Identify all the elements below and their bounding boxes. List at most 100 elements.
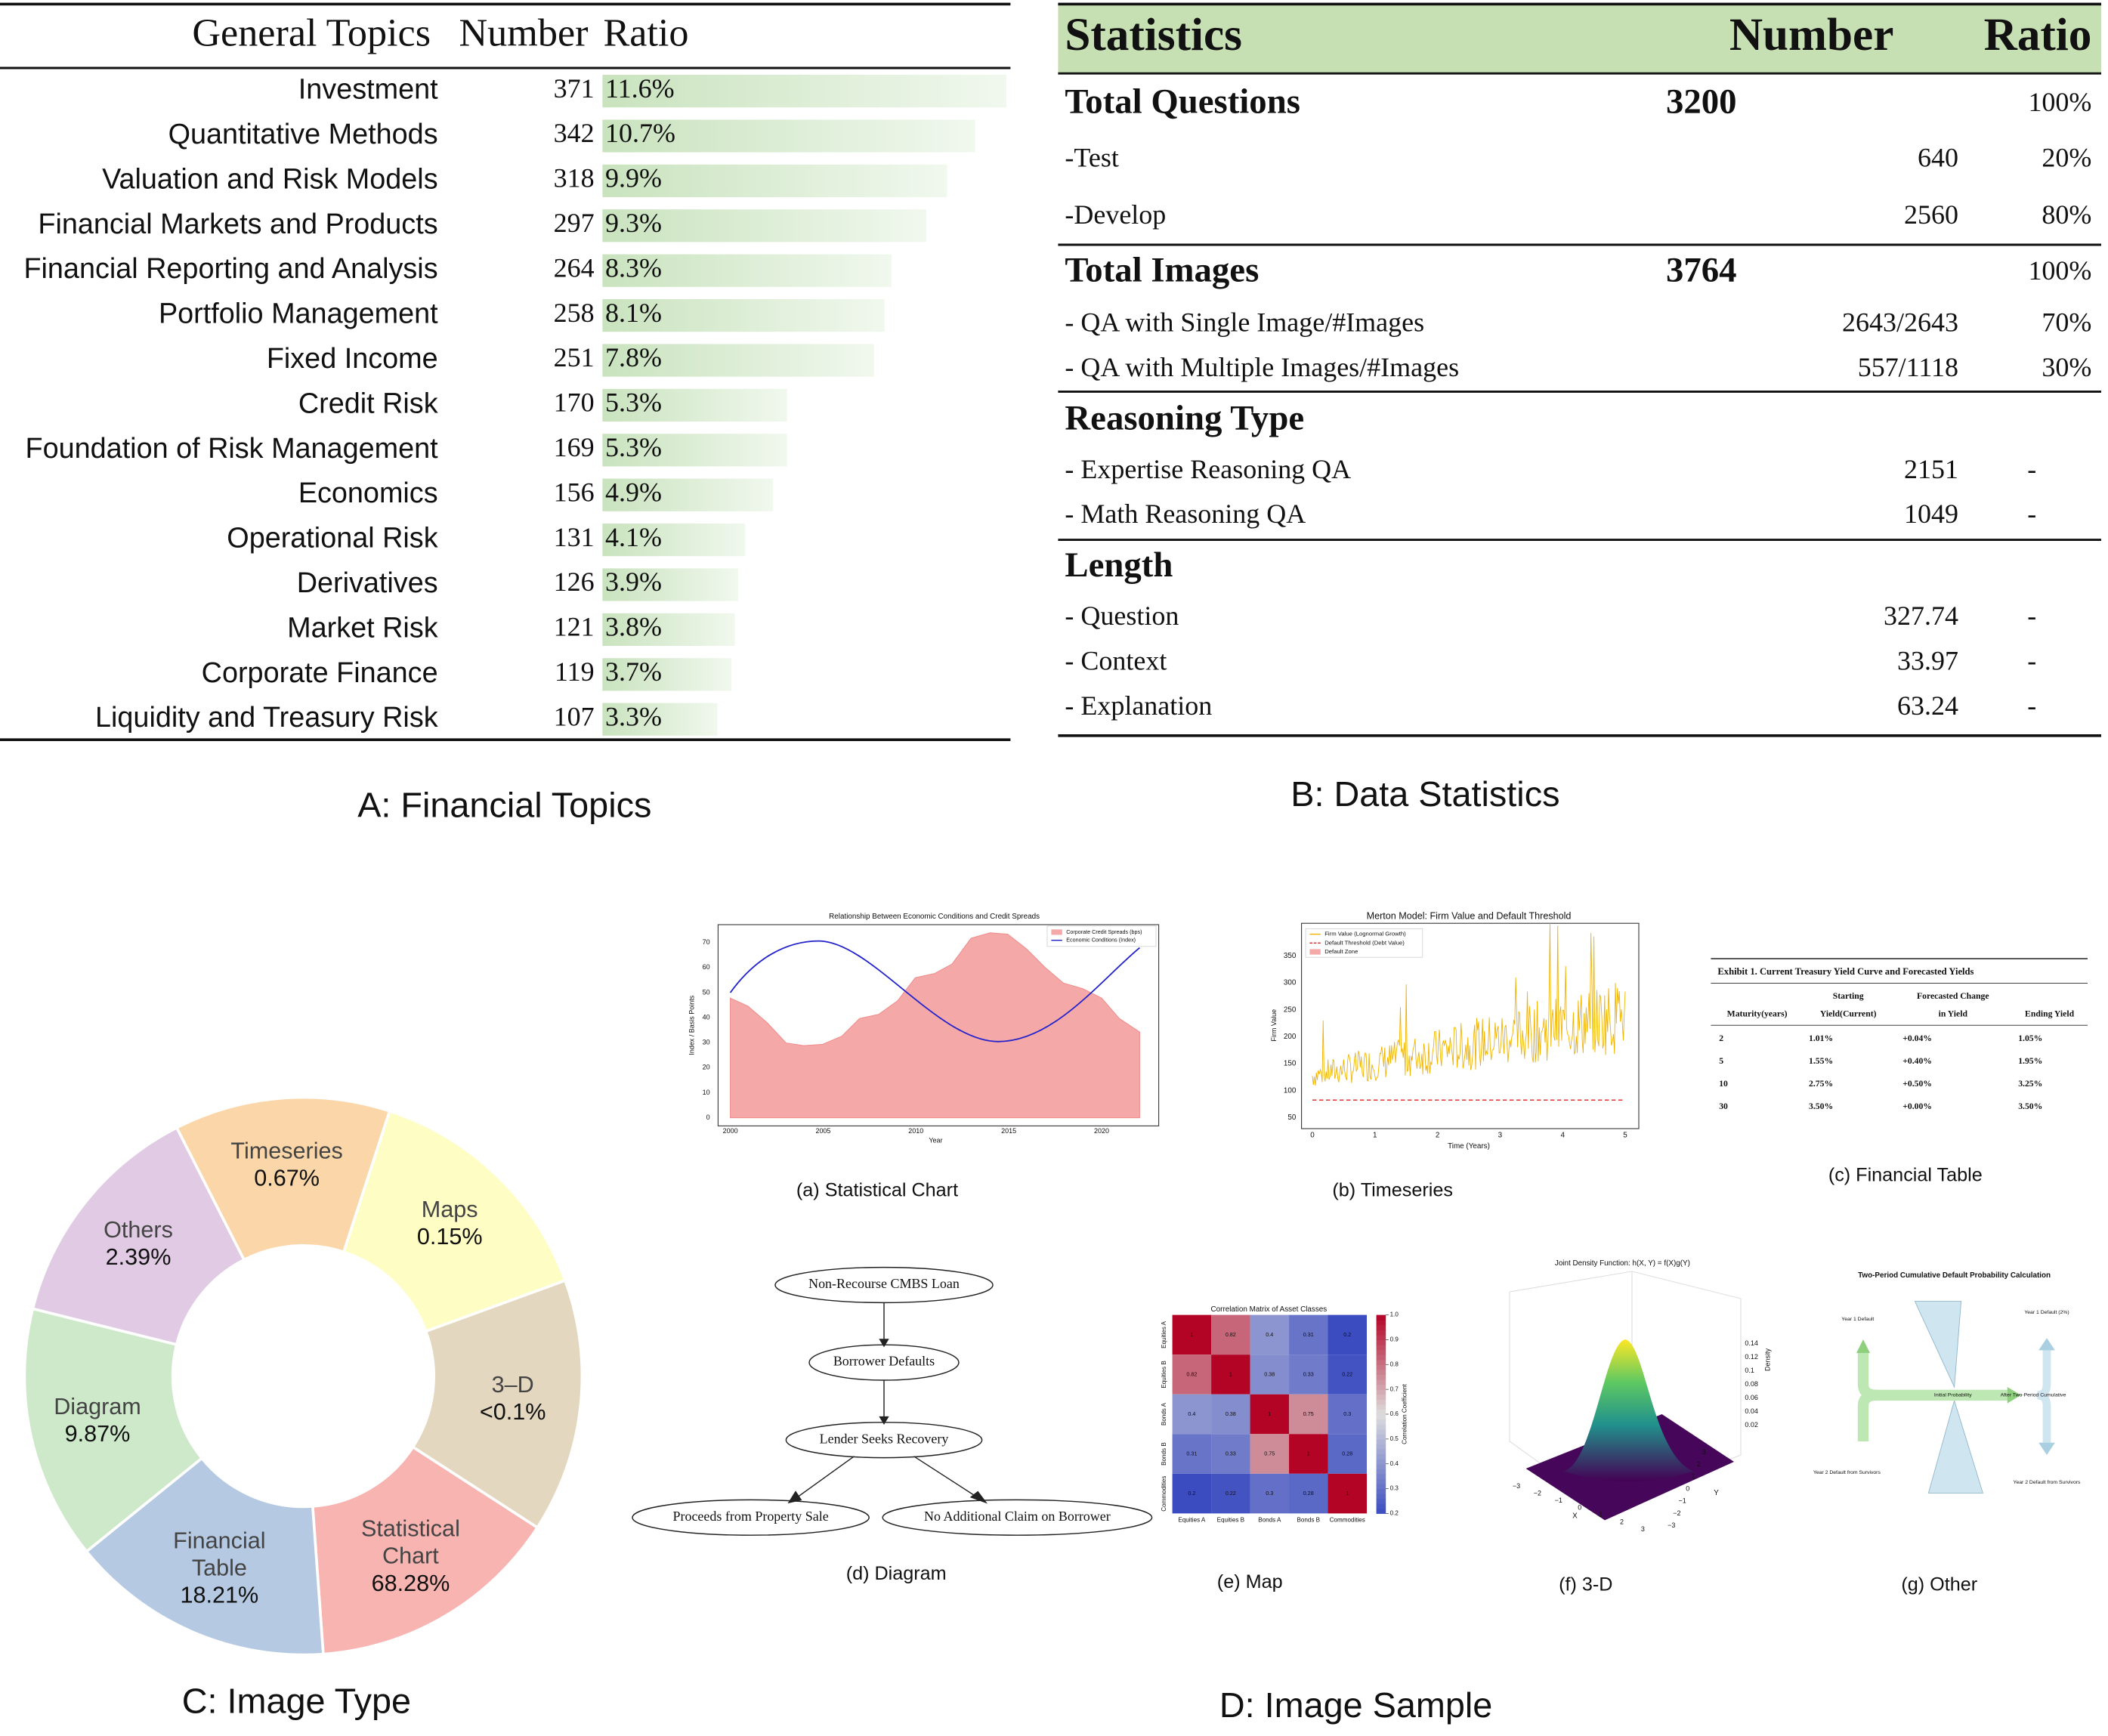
colorbar-segment: [1376, 1419, 1386, 1425]
topic-number: 297: [554, 208, 595, 238]
colorbar-segment: [1376, 1469, 1386, 1475]
colorbar-segment: [1376, 1473, 1386, 1479]
slice-percent: 18.21%: [181, 1583, 259, 1608]
topic-number: 251: [554, 342, 595, 372]
cell-label: 1: [1307, 1450, 1310, 1456]
section-ratio: 100%: [2028, 255, 2091, 286]
ratio-label: 3.7%: [605, 656, 662, 687]
tick-label: 0.14: [1745, 1339, 1758, 1347]
tick-label: 0.04: [1745, 1407, 1758, 1415]
slice-label-line: 3–D: [492, 1372, 534, 1398]
ratio-label: 10.7%: [605, 118, 675, 148]
tick-label: 1: [1599, 1511, 1603, 1518]
node-shape: [882, 1499, 1153, 1536]
ratio-label: 3.3%: [605, 701, 662, 731]
ratio-label: 4.1%: [605, 522, 662, 552]
row-label: - Math Reasoning QA: [1065, 499, 1306, 529]
topic-label: Credit Risk: [298, 388, 438, 419]
heatmap-cell: [1211, 1473, 1250, 1514]
legend-label: Economic Conditions (Index): [1066, 937, 1136, 944]
topic-label: Liquidity and Treasury Risk: [95, 702, 438, 734]
ratio-bar: [602, 74, 1006, 108]
y-tick-label: Commodities: [1161, 1476, 1167, 1512]
sample-caption: (e) Map: [1217, 1571, 1283, 1592]
legend-label: Corporate Credit Spreads (bps): [1066, 928, 1142, 935]
tick-label: 0.02: [1745, 1421, 1758, 1429]
row-number: 63.24: [1897, 690, 1958, 721]
row-ratio: -: [2027, 454, 2036, 484]
tick-label: 1: [1373, 1132, 1377, 1140]
area-shape: [730, 932, 1140, 1119]
axis-label: Firm Value: [1270, 1009, 1278, 1042]
cell-label: 0.38: [1226, 1410, 1236, 1417]
table-cell: 2: [1719, 1033, 1723, 1043]
node-label: Lender Seeks Recovery: [820, 1431, 949, 1446]
tick-label: 2010: [908, 1127, 923, 1135]
cell-label: 0.31: [1186, 1450, 1197, 1456]
sample-diagram: [632, 1266, 1153, 1536]
section-ratio: 100%: [2028, 87, 2091, 117]
colorbar-segment: [1376, 1488, 1386, 1494]
slice-label-line: Maps: [422, 1197, 478, 1222]
row-ratio: 20%: [2042, 143, 2091, 173]
sample-caption: (c) Financial Table: [1828, 1165, 1983, 1186]
heatmap-cell: [1172, 1434, 1212, 1474]
tick-label: 2000: [723, 1127, 738, 1135]
tick-label: 0: [1310, 1132, 1315, 1140]
tick-label: 60: [703, 963, 710, 971]
flow-label: Year 1 Default (2%): [2024, 1310, 2069, 1315]
tick-label: 50: [1287, 1114, 1296, 1122]
pie-slice: [85, 1456, 325, 1657]
cell-label: 0.4: [1188, 1410, 1195, 1417]
topic-label: Derivatives: [297, 567, 438, 599]
topic-label: Corporate Finance: [202, 657, 438, 689]
section-title: Total Questions: [1065, 82, 1300, 121]
colorbar-segment: [1376, 1374, 1386, 1380]
heatmap-cell: [1211, 1434, 1250, 1474]
tick-label: 40: [703, 1013, 710, 1021]
cell-label: 1: [1229, 1370, 1232, 1377]
cell-label: 0.3: [1343, 1410, 1351, 1417]
x-tick-label: Commodities: [1330, 1517, 1365, 1524]
cell-label: 1: [1346, 1490, 1349, 1497]
x-tick-label: Bonds A: [1258, 1517, 1281, 1524]
sample-caption: (b) Timeseries: [1332, 1179, 1453, 1200]
heatmap-cell: [1250, 1394, 1290, 1435]
row-label: - Expertise Reasoning QA: [1065, 454, 1351, 484]
flow-label: Year 2 Default from Survivors: [1813, 1470, 1881, 1475]
heatmap-cell: [1328, 1314, 1367, 1355]
ratio-label: 5.3%: [605, 432, 662, 462]
sample-timeseries: [1301, 922, 1640, 1129]
colorbar-segment: [1376, 1394, 1386, 1400]
colorbar-tick-label: 0.3: [1390, 1485, 1399, 1492]
row-number: 1049: [1904, 499, 1958, 529]
x-tick-label: Equities A: [1178, 1517, 1206, 1524]
tick-label: 0: [1686, 1484, 1689, 1492]
tick-label: 5: [1623, 1132, 1627, 1140]
arrowhead: [787, 1339, 988, 1504]
row-ratio: 30%: [2042, 352, 2091, 382]
tick-label: −1: [1555, 1497, 1562, 1504]
sample-title: Correlation Matrix of Asset Classes: [1211, 1305, 1328, 1314]
cell-label: 0.75: [1303, 1410, 1314, 1417]
colorbar-segment: [1376, 1330, 1386, 1336]
colorbar-segment: [1376, 1399, 1386, 1405]
colorbar-segment: [1376, 1448, 1386, 1455]
row-label: -Test: [1065, 143, 1118, 173]
axis-label: Y: [1714, 1489, 1719, 1497]
topic-number: 169: [554, 432, 595, 462]
row-label: - Context: [1065, 646, 1167, 676]
row-ratio: -: [2027, 499, 2036, 529]
colorbar-segment: [1376, 1314, 1386, 1321]
y-tick-label: Bonds A: [1161, 1402, 1167, 1426]
table-cell: 10: [1719, 1079, 1728, 1089]
topic-label: Financial Markets and Products: [38, 209, 437, 240]
column-header: Number: [459, 11, 588, 55]
table-cell: 3.50%: [1809, 1101, 1833, 1111]
node-label: No Additional Claim on Borrower: [924, 1509, 1111, 1524]
colorbar-segment: [1376, 1389, 1386, 1395]
row-number: 2643/2643: [1842, 307, 1958, 337]
tick-label: −1: [1678, 1497, 1686, 1505]
panel-caption: A: Financial Topics: [357, 786, 651, 825]
